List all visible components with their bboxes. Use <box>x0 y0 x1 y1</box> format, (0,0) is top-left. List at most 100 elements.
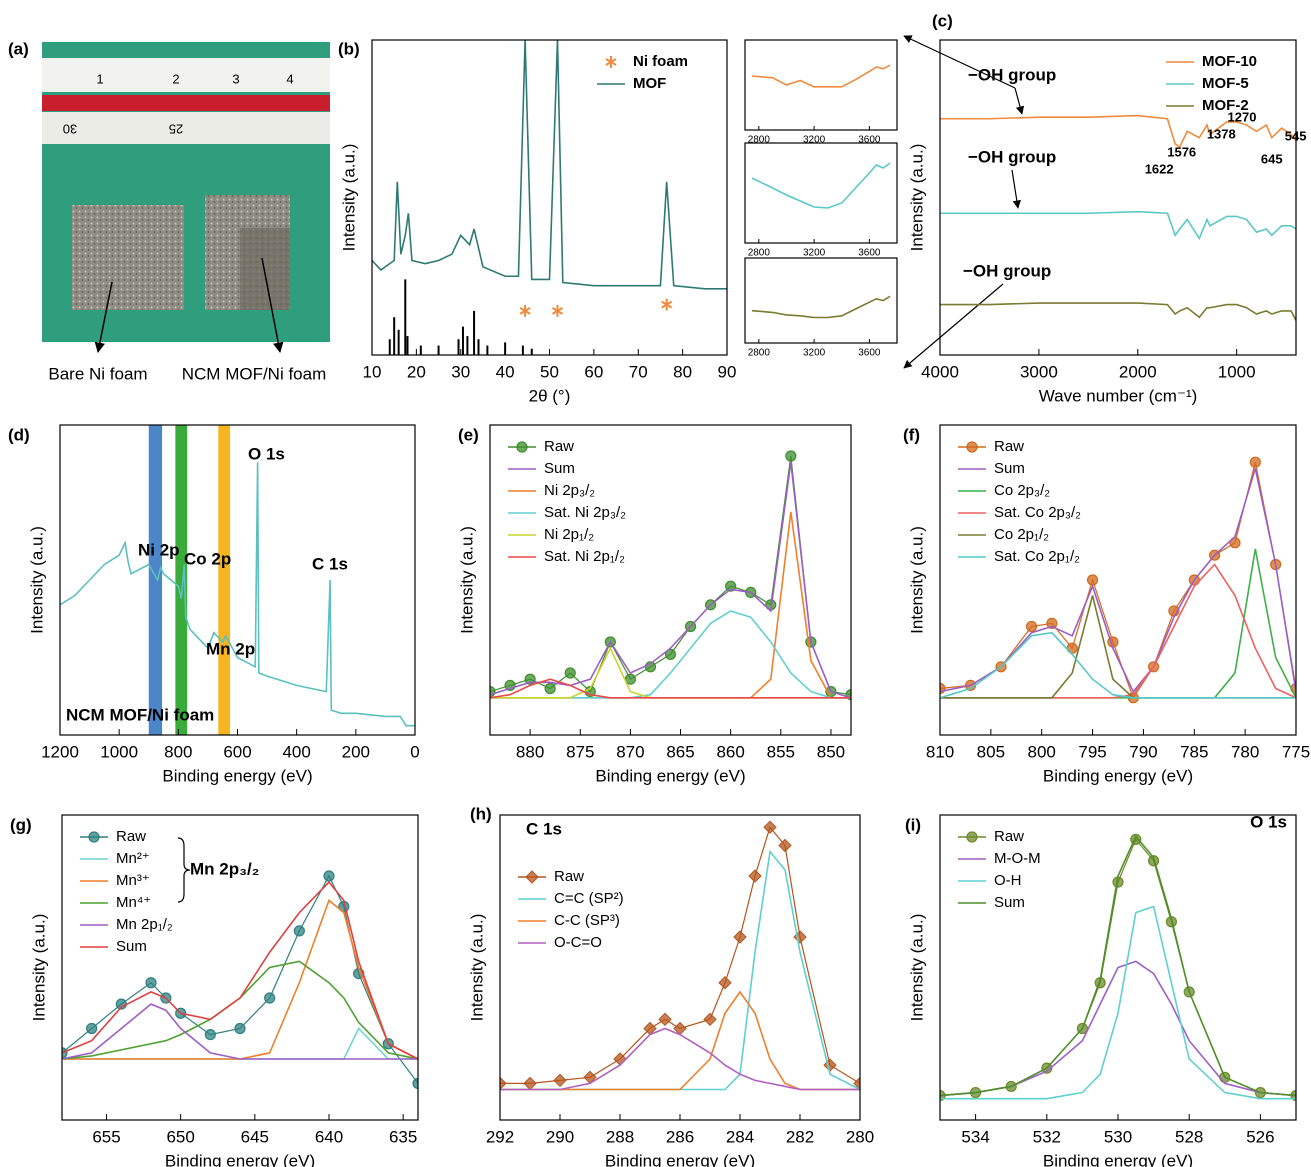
x-tick-label: 400 <box>282 742 310 761</box>
data-point <box>733 930 747 944</box>
x-tick-label: 3600 <box>858 348 881 359</box>
x-tick-label: 4000 <box>921 362 959 381</box>
plot-frame <box>939 814 1297 1121</box>
line <box>940 302 1296 321</box>
x-tick-label: 810 <box>926 742 954 761</box>
x-axis-label: Binding energy (eV) <box>1043 766 1193 785</box>
data-point <box>778 838 792 853</box>
data-point <box>1249 456 1261 468</box>
series <box>490 450 851 701</box>
data-point <box>853 1076 860 1091</box>
plot-frame <box>744 142 898 244</box>
line <box>940 548 1296 699</box>
series <box>940 631 1296 699</box>
line <box>372 40 727 290</box>
x-tick-label: 870 <box>616 742 644 761</box>
series <box>751 64 891 88</box>
x-tick-label: 290 <box>546 1127 574 1146</box>
data-point <box>823 1058 837 1072</box>
band <box>148 425 163 735</box>
x-tick-label: 528 <box>1175 1127 1203 1146</box>
x-tick-label: 790 <box>1129 742 1157 761</box>
x-tick-label: 3200 <box>803 248 826 259</box>
line <box>62 1003 418 1060</box>
x-axis-label: Binding energy (eV) <box>1043 1151 1193 1167</box>
x-tick-label: 2800 <box>748 348 771 359</box>
data-point <box>785 450 797 462</box>
peak-label: 645 <box>1261 151 1283 166</box>
panel-label: (b) <box>338 39 360 58</box>
legend-marker <box>605 56 617 68</box>
x-tick-label: 70 <box>629 362 648 381</box>
x-tick-label: 3200 <box>803 135 826 146</box>
annotation: Ni 2p <box>138 540 180 559</box>
x-tick-label: 90 <box>718 362 737 381</box>
x-tick-label: 875 <box>566 742 594 761</box>
data-point <box>763 820 777 834</box>
data-point <box>748 869 762 883</box>
legend-label: Co 2p₃/₂ <box>994 482 1050 499</box>
series <box>372 40 727 290</box>
x-tick-label: 785 <box>1180 742 1208 761</box>
arrow <box>1011 169 1021 209</box>
x-tick-label: 795 <box>1078 742 1106 761</box>
line <box>500 1027 860 1091</box>
series <box>500 1027 860 1091</box>
x-tick-label: 635 <box>389 1127 417 1146</box>
legend-label: Mn 2p₁/₂ <box>116 916 173 933</box>
x-tick-label: 286 <box>666 1127 694 1146</box>
annotation: −OH group <box>963 261 1051 280</box>
x-tick-label: 20 <box>407 362 426 381</box>
annotation: C 1s <box>526 819 562 838</box>
legend-label: Co 2p₁/₂ <box>994 526 1049 543</box>
legend-label: Ni foam <box>633 53 688 70</box>
line <box>500 990 860 1091</box>
peak-label: 1576 <box>1167 144 1196 159</box>
data-point <box>661 298 673 311</box>
line <box>500 849 860 1091</box>
arrow <box>261 257 284 354</box>
mof-coating <box>240 228 290 310</box>
x-tick-label: 534 <box>961 1127 989 1146</box>
x-tick-label: 3600 <box>858 135 881 146</box>
legend-label: Mn³⁺ <box>116 872 150 889</box>
arrow <box>903 283 1004 369</box>
annotation: −OH group <box>968 147 1056 166</box>
data-point <box>204 1028 216 1041</box>
ruler-label: 4 <box>286 71 293 86</box>
y-axis-label: Intensity (a.u.) <box>907 914 926 1022</box>
series <box>940 834 1296 1097</box>
series <box>940 114 1296 149</box>
plot-frame <box>499 814 861 1121</box>
x-tick-label: 532 <box>1033 1127 1061 1146</box>
x-tick-label: 80 <box>673 362 692 381</box>
annotation: NCM MOF/Ni foam <box>66 705 214 724</box>
legend-label: C-C (SP³) <box>554 912 620 929</box>
data-point <box>551 304 564 317</box>
x-tick-label: 3600 <box>858 248 881 259</box>
x-tick-label: 800 <box>164 742 192 761</box>
data-point <box>725 580 737 592</box>
y-axis-label: Intensity (a.u.) <box>907 526 926 634</box>
series <box>62 880 418 1060</box>
data-point <box>264 992 276 1004</box>
y-axis-label: Intensity (a.u.) <box>27 526 46 634</box>
series <box>500 990 860 1091</box>
legend-label: MOF-5 <box>1202 75 1249 92</box>
x-tick-label: 0 <box>410 742 419 761</box>
data-point <box>519 304 531 317</box>
line <box>940 834 1296 1097</box>
annotation: O 1s <box>1250 812 1287 831</box>
line <box>490 678 851 699</box>
x-tick-label: 3200 <box>803 348 826 359</box>
data-point <box>523 1076 537 1091</box>
plot-frame <box>61 814 419 1121</box>
x-tick-label: 800 <box>1028 742 1056 761</box>
x-tick-label: 1000 <box>100 742 138 761</box>
panel-label: (f) <box>903 425 920 444</box>
annotation: Co 2p <box>184 549 231 568</box>
ruler-label: 30 <box>63 122 77 137</box>
data-point <box>553 1073 567 1088</box>
legend-marker <box>516 441 528 453</box>
legend-marker <box>525 870 539 884</box>
